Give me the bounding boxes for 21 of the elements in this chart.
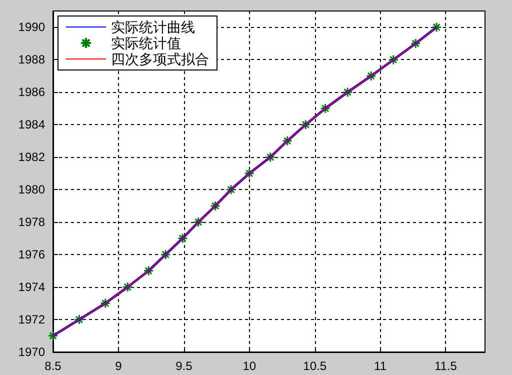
legend-label: 四次多项式拟合 [111,51,209,67]
y-tick-label: 1988 [18,52,46,67]
y-tick-label: 1984 [18,118,46,132]
y-tick-label: 1980 [18,182,46,197]
y-tick-label: 1974 [18,280,46,294]
y-tick-label: 1972 [18,312,46,327]
legend-label: 实际统计值 [111,35,181,51]
y-tick-label: 1976 [18,248,46,262]
x-tick-label: 9 [115,359,122,373]
y-tick-label: 1970 [18,345,46,359]
x-tick-label: 10 [242,359,256,373]
x-tick-label: 10.5 [303,359,327,373]
x-tick-label: 11.5 [434,359,458,373]
x-tick-label: 9.5 [176,359,193,373]
legend-label: 实际统计曲线 [111,19,195,35]
y-tick-label: 1986 [18,85,46,100]
y-tick-label: 1978 [18,215,46,230]
x-tick-label: 11 [374,359,387,373]
x-tick-label: 8.5 [44,359,62,373]
y-tick-label: 1990 [18,20,46,34]
y-tick-label: 1982 [18,150,46,164]
